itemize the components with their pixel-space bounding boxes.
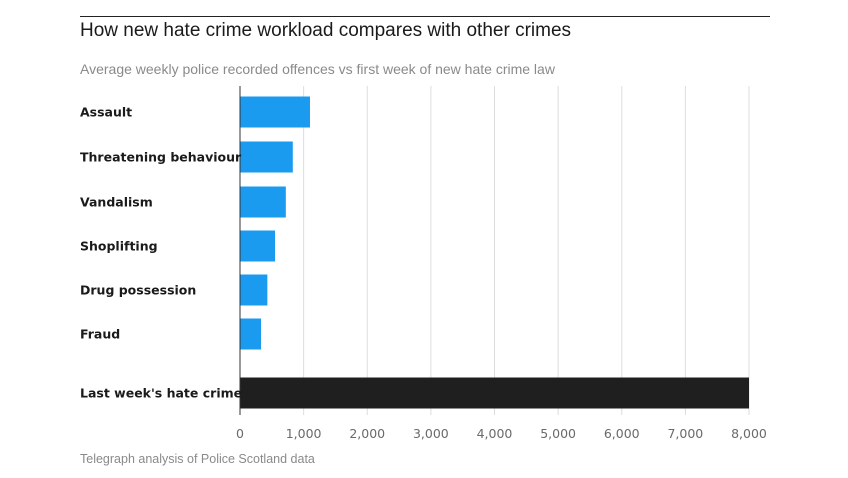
bar-threatening-behaviour [240, 141, 293, 173]
bar-shoplifting [240, 230, 275, 262]
x-tick-label: 0 [236, 426, 244, 441]
x-tick-label: 8,000 [731, 426, 767, 441]
category-label: Shoplifting [80, 239, 158, 254]
x-tick-label: 2,000 [349, 426, 385, 441]
category-label: Vandalism [80, 195, 153, 210]
x-tick-label: 7,000 [667, 426, 703, 441]
bar-fraud [240, 318, 261, 350]
category-label: Threatening behaviour [80, 150, 242, 165]
category-label: Last week's hate crime [80, 386, 242, 401]
source-note: Telegraph analysis of Police Scotland da… [80, 452, 315, 466]
x-tick-labels: 0 1,000 2,000 3,000 4,000 5,000 6,000 7,000 8,00… [236, 426, 767, 441]
bar-drug-possession [240, 274, 268, 306]
x-tick-label: 3,000 [413, 426, 449, 441]
x-tick-label: 1,000 [286, 426, 322, 441]
chart-subtitle: Average weekly police recorded offences … [80, 61, 555, 77]
x-tick-label: 4,000 [477, 426, 513, 441]
top-rule [80, 16, 770, 17]
category-label: Drug possession [80, 283, 196, 298]
bar-vandalism [240, 186, 286, 218]
bar-last-week-s-hate-crime [240, 377, 749, 409]
x-tick-label: 6,000 [604, 426, 640, 441]
bars [240, 96, 749, 409]
x-tick-label: 5,000 [540, 426, 576, 441]
category-label: Fraud [80, 327, 120, 342]
gridlines [303, 86, 750, 415]
chart-title: How new hate crime workload compares wit… [80, 20, 572, 41]
category-labels: Assault Threatening behaviour Vandalism Sho… [80, 105, 242, 401]
category-label: Assault [80, 105, 132, 120]
bar-assault [240, 96, 310, 128]
